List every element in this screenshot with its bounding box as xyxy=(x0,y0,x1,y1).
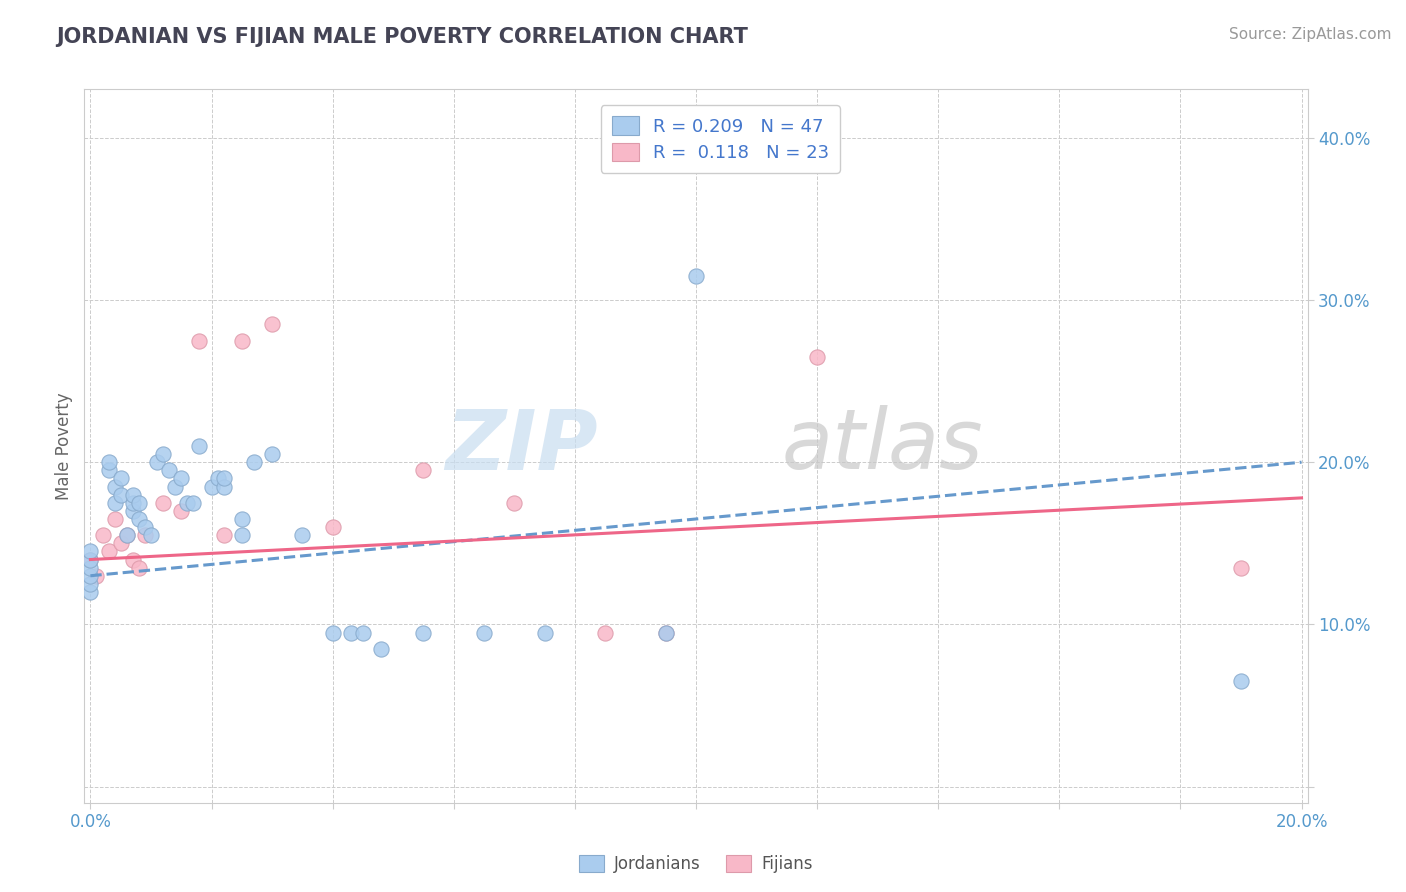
Point xyxy=(188,334,211,348)
Point xyxy=(97,463,120,477)
Point xyxy=(262,447,284,461)
Point xyxy=(200,479,222,493)
Point xyxy=(654,625,676,640)
Point xyxy=(110,471,132,485)
Point xyxy=(1230,674,1253,689)
Point xyxy=(262,318,284,332)
Point xyxy=(121,488,143,502)
Point xyxy=(97,455,120,469)
Point xyxy=(121,496,143,510)
Point xyxy=(104,479,127,493)
Point xyxy=(115,528,138,542)
Point xyxy=(231,512,253,526)
Point xyxy=(231,334,253,348)
Point xyxy=(654,625,676,640)
Point xyxy=(183,496,205,510)
Point xyxy=(134,520,156,534)
Point xyxy=(110,536,132,550)
Point xyxy=(79,560,101,574)
Point xyxy=(79,568,101,582)
Point xyxy=(146,455,169,469)
Point xyxy=(79,544,101,558)
Point xyxy=(104,512,127,526)
Text: ZIP: ZIP xyxy=(446,406,598,486)
Point xyxy=(188,439,211,453)
Point xyxy=(128,512,150,526)
Point xyxy=(340,625,363,640)
Point xyxy=(128,560,150,574)
Point xyxy=(165,479,187,493)
Point xyxy=(110,488,132,502)
Text: atlas: atlas xyxy=(782,406,983,486)
Point xyxy=(685,268,707,283)
Point xyxy=(412,463,434,477)
Point xyxy=(370,641,392,656)
Point xyxy=(207,471,229,485)
Point xyxy=(128,496,150,510)
Point xyxy=(79,577,101,591)
Point xyxy=(503,496,526,510)
Point xyxy=(291,528,314,542)
Point xyxy=(352,625,374,640)
Point xyxy=(212,479,235,493)
Point xyxy=(115,528,138,542)
Point xyxy=(322,520,344,534)
Legend: Jordanians, Fijians: Jordanians, Fijians xyxy=(572,848,820,880)
Point xyxy=(1230,560,1253,574)
Point xyxy=(231,528,253,542)
Point xyxy=(533,625,555,640)
Point xyxy=(243,455,266,469)
Text: Source: ZipAtlas.com: Source: ZipAtlas.com xyxy=(1229,27,1392,42)
Point xyxy=(212,528,235,542)
Point xyxy=(91,528,114,542)
Point xyxy=(121,504,143,518)
Point xyxy=(104,496,127,510)
Point xyxy=(212,471,235,485)
Point xyxy=(322,625,344,640)
Point xyxy=(79,552,101,566)
Point xyxy=(79,585,101,599)
Point xyxy=(134,528,156,542)
Point xyxy=(176,496,198,510)
Point xyxy=(139,528,162,542)
Point xyxy=(152,447,174,461)
Point xyxy=(472,625,495,640)
Point xyxy=(806,350,828,364)
Point xyxy=(170,504,193,518)
Point xyxy=(170,471,193,485)
Point xyxy=(593,625,616,640)
Point xyxy=(86,568,108,582)
Point xyxy=(412,625,434,640)
Text: JORDANIAN VS FIJIAN MALE POVERTY CORRELATION CHART: JORDANIAN VS FIJIAN MALE POVERTY CORRELA… xyxy=(56,27,748,46)
Point xyxy=(157,463,180,477)
Y-axis label: Male Poverty: Male Poverty xyxy=(55,392,73,500)
Point xyxy=(97,544,120,558)
Point xyxy=(79,552,101,566)
Point xyxy=(121,552,143,566)
Point xyxy=(152,496,174,510)
